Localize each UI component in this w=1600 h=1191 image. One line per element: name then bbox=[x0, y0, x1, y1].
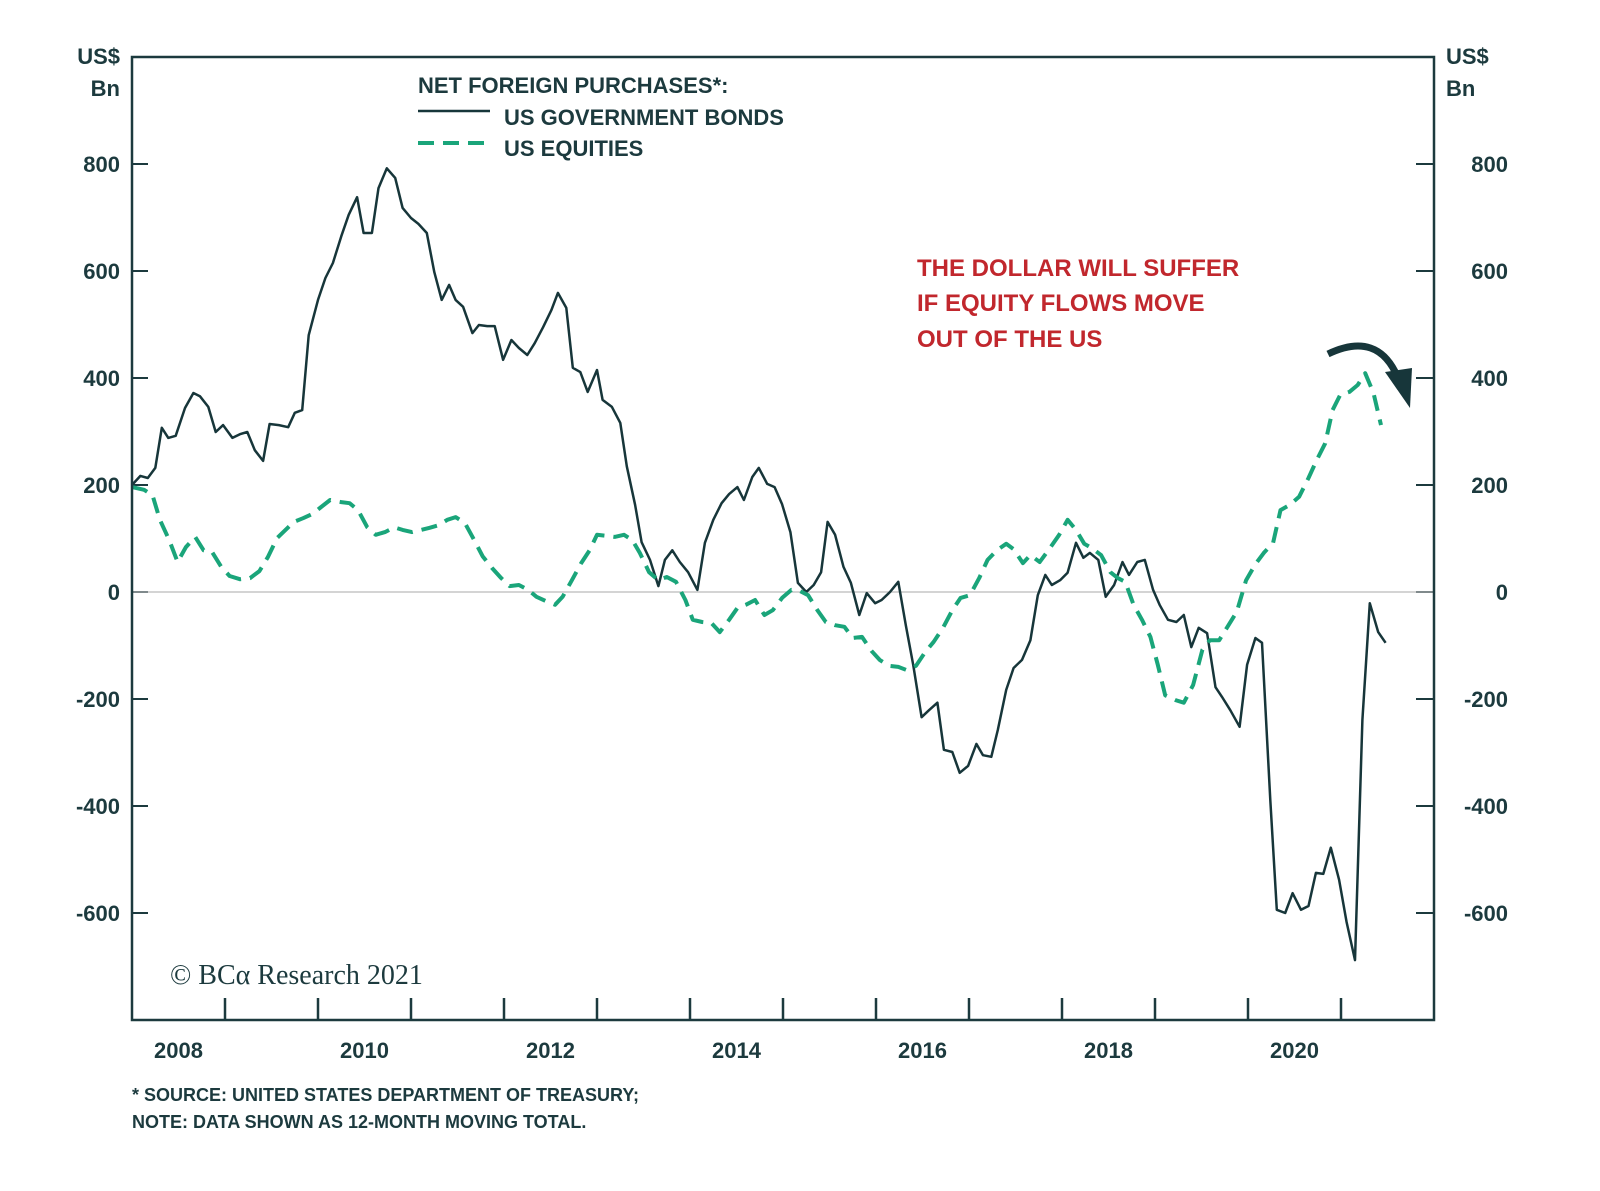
annotation-line2: IF EQUITY FLOWS MOVE bbox=[917, 290, 1205, 317]
y-tick-label-right: 400 bbox=[1471, 366, 1508, 391]
x-tick-label: 2012 bbox=[526, 1038, 575, 1063]
series-line-us-government-bonds bbox=[131, 167, 1387, 962]
footnote-source: * SOURCE: UNITED STATES DEPARTMENT OF TR… bbox=[132, 1085, 639, 1105]
legend-label-bonds: US GOVERNMENT BONDS bbox=[504, 105, 784, 130]
y-tick-label-left: 0 bbox=[108, 580, 120, 605]
y-tick-label-right: 0 bbox=[1496, 580, 1508, 605]
x-tick-label: 2020 bbox=[1270, 1038, 1319, 1063]
legend-title: NET FOREIGN PURCHASES*: bbox=[418, 73, 728, 98]
y-tick-label-right: -600 bbox=[1464, 901, 1508, 926]
right-unit-line1: US$ bbox=[1446, 44, 1489, 69]
annotation: THE DOLLAR WILL SUFFER IF EQUITY FLOWS M… bbox=[917, 255, 1412, 408]
y-tick-label-left: -400 bbox=[76, 794, 120, 819]
left-unit-line2: Bn bbox=[91, 76, 120, 101]
y-tick-label-right: 200 bbox=[1471, 473, 1508, 498]
y-tick-label-left: 800 bbox=[83, 152, 120, 177]
x-tick-label: 2008 bbox=[154, 1038, 203, 1063]
footnote-note: NOTE: DATA SHOWN AS 12-MONTH MOVING TOTA… bbox=[132, 1112, 586, 1132]
annotation-line1: THE DOLLAR WILL SUFFER bbox=[917, 255, 1239, 282]
series-lines bbox=[131, 167, 1387, 962]
y-tick-label-left: -200 bbox=[76, 687, 120, 712]
y-tick-label-right: 600 bbox=[1471, 259, 1508, 284]
legend-label-equities: US EQUITIES bbox=[504, 136, 643, 161]
plot-frame bbox=[130, 55, 1436, 1022]
series-line-us-equities bbox=[131, 371, 1383, 705]
right-unit-line2: Bn bbox=[1446, 76, 1475, 101]
y-tick-label-right: 800 bbox=[1471, 152, 1508, 177]
x-tick-label: 2018 bbox=[1084, 1038, 1133, 1063]
y-tick-label-right: -200 bbox=[1464, 687, 1508, 712]
y-tick-label-left: 400 bbox=[83, 366, 120, 391]
x-tick-label: 2016 bbox=[898, 1038, 947, 1063]
x-tick-label: 2010 bbox=[340, 1038, 389, 1063]
y-tick-label-left: 600 bbox=[83, 259, 120, 284]
curved-down-arrow-icon bbox=[1326, 342, 1412, 408]
bca-logo: © BCα Research 2021 bbox=[170, 960, 423, 991]
axis-ticks: 800 800 600 600 400 400 200 200 0 0 -200 -200 -400 -4… bbox=[76, 152, 1508, 1063]
x-tick-label: 2014 bbox=[712, 1038, 762, 1063]
annotation-line3: OUT OF THE US bbox=[917, 326, 1102, 353]
legend: NET FOREIGN PURCHASES*: US GOVERNMENT BO… bbox=[418, 73, 784, 161]
left-unit-line1: US$ bbox=[77, 44, 120, 69]
y-tick-label-left: -600 bbox=[76, 901, 120, 926]
y-tick-label-right: -400 bbox=[1464, 794, 1508, 819]
y-tick-label-left: 200 bbox=[83, 473, 120, 498]
